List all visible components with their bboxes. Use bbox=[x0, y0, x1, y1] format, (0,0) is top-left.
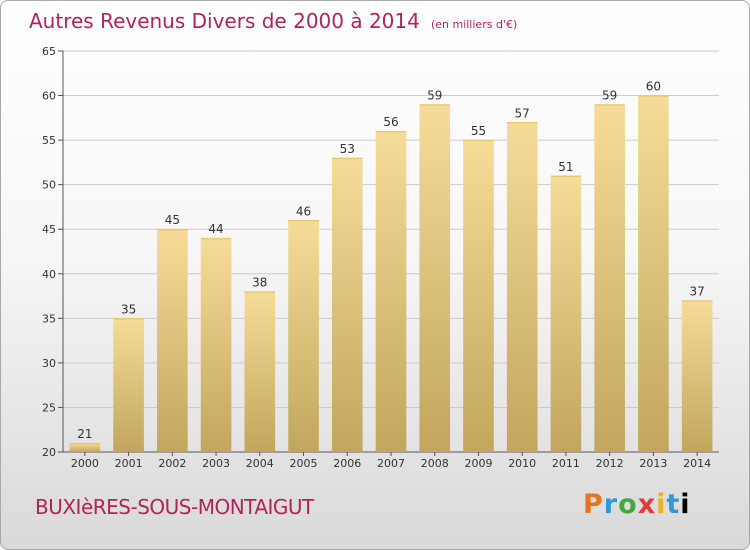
x-tick-label: 2011 bbox=[552, 457, 580, 470]
y-tick-label: 20 bbox=[42, 446, 56, 459]
x-tick-label: 2012 bbox=[596, 457, 624, 470]
data-label: 59 bbox=[602, 88, 617, 102]
data-label: 21 bbox=[77, 427, 92, 441]
y-tick-label: 30 bbox=[42, 357, 56, 370]
data-label: 53 bbox=[340, 142, 355, 156]
bar bbox=[550, 175, 582, 452]
bar bbox=[69, 443, 101, 452]
bar bbox=[200, 238, 232, 452]
bar bbox=[463, 140, 494, 452]
x-tick-label: 2013 bbox=[639, 457, 667, 470]
x-tick-label: 2003 bbox=[202, 457, 230, 470]
data-label: 45 bbox=[165, 213, 180, 227]
x-tick-label: 2002 bbox=[158, 457, 186, 470]
data-label: 55 bbox=[471, 124, 486, 138]
x-tick-label: 2004 bbox=[246, 457, 274, 470]
brand-logo: Proxiti bbox=[583, 489, 691, 520]
x-tick-label: 2007 bbox=[377, 457, 405, 470]
y-tick-label: 50 bbox=[42, 179, 56, 192]
data-label: 59 bbox=[427, 88, 442, 102]
data-label: 37 bbox=[689, 285, 704, 299]
chart-title: Autres Revenus Divers de 2000 à 2014 (en… bbox=[29, 9, 517, 33]
bar bbox=[331, 157, 363, 452]
bar bbox=[681, 300, 713, 452]
x-tick-label: 2010 bbox=[508, 457, 536, 470]
y-tick-label: 65 bbox=[42, 45, 56, 58]
y-tick-label: 25 bbox=[42, 401, 56, 414]
data-label: 51 bbox=[558, 160, 573, 174]
x-tick-label: 2005 bbox=[290, 457, 318, 470]
x-tick-label: 2000 bbox=[71, 457, 99, 470]
bar bbox=[594, 104, 625, 452]
y-tick-label: 55 bbox=[42, 134, 56, 147]
bar bbox=[638, 95, 669, 453]
x-tick-label: 2006 bbox=[333, 457, 361, 470]
bar bbox=[506, 122, 538, 453]
data-label: 56 bbox=[383, 115, 398, 129]
y-tick-label: 40 bbox=[42, 268, 56, 281]
data-label: 44 bbox=[208, 222, 223, 236]
data-label: 57 bbox=[515, 106, 530, 120]
y-tick-label: 35 bbox=[42, 312, 56, 325]
bar bbox=[288, 220, 319, 452]
data-label: 38 bbox=[252, 276, 267, 290]
bar bbox=[157, 229, 188, 452]
y-tick-label: 60 bbox=[42, 90, 56, 103]
data-label: 46 bbox=[296, 204, 311, 218]
bars bbox=[69, 95, 713, 453]
bar bbox=[113, 318, 144, 452]
chart-title-main: Autres Revenus Divers de 2000 à 2014 bbox=[29, 9, 420, 33]
commune-name: BUXIèRES-SOUS-MONTAIGUT bbox=[35, 495, 314, 519]
x-tick-label: 2008 bbox=[421, 457, 449, 470]
data-label: 35 bbox=[121, 302, 136, 316]
x-tick-label: 2014 bbox=[683, 457, 711, 470]
x-tick-label: 2001 bbox=[115, 457, 143, 470]
chart-title-unit: (en milliers d'€) bbox=[430, 18, 518, 31]
bar bbox=[419, 104, 451, 452]
bar bbox=[375, 131, 407, 452]
y-tick-label: 45 bbox=[42, 223, 56, 236]
x-tick-label: 2009 bbox=[464, 457, 492, 470]
labels: 20 25 30 35 40 45 50 55 60 65 21 2000 35 2001 45 2002 44… bbox=[42, 45, 711, 470]
data-label: 60 bbox=[646, 80, 661, 94]
bar bbox=[244, 291, 276, 452]
